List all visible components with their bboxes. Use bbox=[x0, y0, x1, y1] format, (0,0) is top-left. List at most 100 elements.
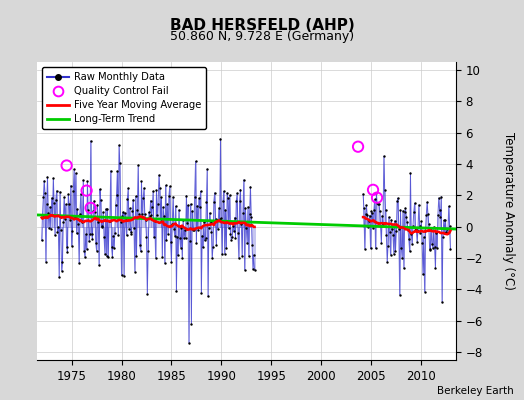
Point bbox=[228, 234, 236, 240]
Point bbox=[107, 244, 116, 250]
Point bbox=[124, 185, 133, 192]
Point bbox=[243, 240, 252, 246]
Point bbox=[128, 208, 137, 214]
Point bbox=[90, 198, 99, 204]
Point bbox=[51, 232, 59, 238]
Point bbox=[366, 245, 375, 252]
Point bbox=[231, 214, 239, 221]
Point bbox=[94, 219, 102, 225]
Point bbox=[390, 251, 398, 257]
Point bbox=[102, 253, 111, 259]
Point bbox=[154, 200, 162, 207]
Point bbox=[41, 258, 50, 265]
Point bbox=[162, 237, 171, 243]
Point bbox=[98, 223, 106, 230]
Point bbox=[220, 188, 228, 194]
Point bbox=[136, 242, 144, 249]
Point bbox=[89, 208, 97, 214]
Point bbox=[106, 168, 115, 174]
Point bbox=[246, 184, 255, 190]
Point bbox=[229, 222, 237, 229]
Point bbox=[62, 244, 71, 250]
Point bbox=[422, 212, 430, 219]
Point bbox=[195, 204, 204, 211]
Point bbox=[140, 185, 148, 191]
Point bbox=[62, 201, 70, 208]
Point bbox=[211, 216, 220, 222]
Point bbox=[47, 226, 55, 232]
Point bbox=[157, 216, 165, 222]
Point bbox=[88, 230, 96, 237]
Point bbox=[91, 209, 99, 215]
Point bbox=[172, 288, 181, 295]
Point bbox=[134, 162, 143, 169]
Point bbox=[96, 186, 104, 192]
Point bbox=[361, 245, 369, 252]
Point bbox=[443, 226, 451, 232]
Point bbox=[176, 235, 184, 241]
Point bbox=[80, 247, 88, 254]
Point bbox=[430, 244, 439, 250]
Point bbox=[389, 232, 397, 238]
Point bbox=[424, 221, 433, 228]
Point bbox=[179, 217, 187, 224]
Point bbox=[390, 218, 399, 224]
Point bbox=[439, 234, 447, 240]
Point bbox=[82, 231, 90, 238]
Point bbox=[152, 187, 161, 194]
Point bbox=[158, 254, 167, 260]
Point bbox=[42, 201, 51, 208]
Point bbox=[190, 226, 198, 233]
Point bbox=[66, 217, 74, 223]
Point bbox=[423, 199, 431, 206]
Y-axis label: Temperature Anomaly (°C): Temperature Anomaly (°C) bbox=[503, 132, 516, 290]
Point bbox=[409, 223, 417, 230]
Point bbox=[437, 193, 445, 200]
Point bbox=[241, 267, 249, 273]
Point bbox=[159, 204, 167, 211]
Point bbox=[54, 224, 62, 230]
Point bbox=[396, 292, 404, 298]
Point bbox=[385, 214, 393, 220]
Point bbox=[369, 225, 377, 232]
Point bbox=[160, 260, 169, 266]
Point bbox=[74, 221, 82, 227]
Point bbox=[430, 224, 438, 230]
Point bbox=[362, 202, 370, 209]
Point bbox=[233, 190, 242, 196]
Point bbox=[206, 219, 215, 225]
Point bbox=[225, 225, 233, 232]
Point bbox=[402, 214, 410, 220]
Point bbox=[109, 233, 117, 240]
Point bbox=[238, 252, 246, 259]
Point bbox=[168, 221, 177, 227]
Point bbox=[201, 237, 209, 244]
Point bbox=[150, 234, 158, 240]
Point bbox=[386, 228, 394, 235]
Point bbox=[101, 251, 109, 257]
Point bbox=[52, 188, 61, 194]
Point bbox=[182, 192, 191, 199]
Point bbox=[93, 201, 102, 208]
Point bbox=[222, 245, 231, 251]
Point bbox=[197, 290, 205, 296]
Point bbox=[416, 222, 424, 229]
Point bbox=[410, 208, 418, 215]
Point bbox=[406, 248, 414, 254]
Point bbox=[227, 236, 235, 243]
Point bbox=[373, 200, 381, 207]
Point bbox=[120, 272, 128, 279]
Point bbox=[215, 205, 223, 211]
Point bbox=[76, 210, 84, 217]
Point bbox=[205, 225, 213, 232]
Point bbox=[372, 190, 380, 196]
Point bbox=[200, 219, 208, 226]
Point bbox=[45, 225, 53, 232]
Point bbox=[114, 232, 123, 238]
Point bbox=[366, 212, 374, 219]
Point bbox=[65, 201, 73, 208]
Point bbox=[122, 232, 130, 238]
Point bbox=[250, 267, 259, 273]
Point bbox=[116, 218, 125, 225]
Point bbox=[58, 268, 66, 274]
